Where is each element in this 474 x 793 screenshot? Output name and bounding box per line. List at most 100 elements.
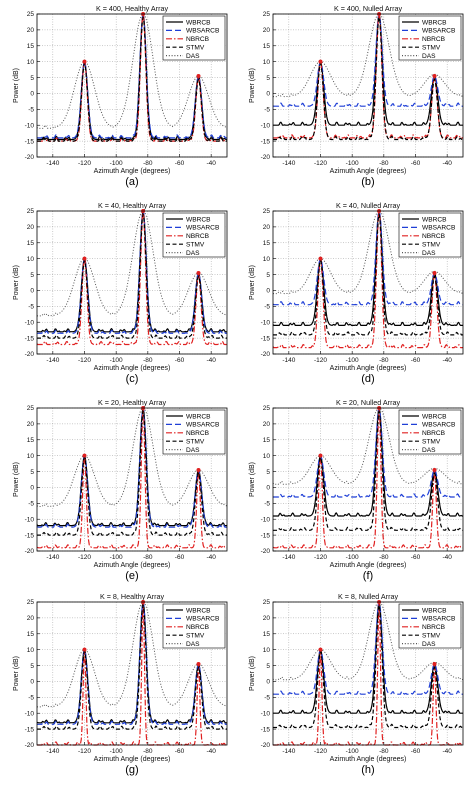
series-line-wbsarcb <box>272 210 463 306</box>
series-line-nbrcb <box>272 210 463 349</box>
peak-marker <box>318 647 323 652</box>
y-tick-label: 20 <box>27 27 35 34</box>
y-tick-label: 0 <box>266 679 270 686</box>
legend-entry-wbsarcb: WBSARCB <box>422 28 456 35</box>
series-line-wbsarcb <box>272 601 463 695</box>
y-tick-label: -10 <box>261 516 271 523</box>
plot-area-frame <box>272 601 464 746</box>
legend-box <box>162 212 226 258</box>
legend-entry-wbsarcb: WBSARCB <box>186 616 220 623</box>
chart-title: K = 400, Healthy Array <box>96 4 169 13</box>
legend-box <box>398 409 462 455</box>
legend-entry-wbrcb: WBRCB <box>186 413 211 420</box>
series-line-wbsarcb <box>273 407 463 498</box>
peak-marker <box>318 59 323 64</box>
x-tick-label: -80 <box>143 357 153 364</box>
y-tick-label: 25 <box>263 599 271 606</box>
series-line-wbsarcb <box>37 210 227 334</box>
x-axis-label: Azimuth Angle (degrees) <box>94 168 171 175</box>
legend-box <box>398 603 462 649</box>
x-axis-label: Azimuth Angle (degrees) <box>94 756 171 763</box>
x-tick-label: -120 <box>314 748 327 755</box>
x-tick-label: -60 <box>175 160 185 167</box>
y-tick-label: 15 <box>27 437 35 444</box>
peak-marker <box>432 661 437 666</box>
chart-title: K = 8, Nulled Array <box>338 592 399 601</box>
plot-area-frame <box>36 210 228 355</box>
y-tick-label: -10 <box>25 122 35 129</box>
x-tick-label: -140 <box>282 160 295 167</box>
series-line-wbsarcb <box>272 13 463 107</box>
y-tick-label: -15 <box>25 138 35 145</box>
peak-marker <box>432 467 437 472</box>
y-tick-label: -20 <box>25 742 35 749</box>
chart-title: K = 40, Nulled Array <box>336 201 401 210</box>
x-tick-label: -80 <box>379 160 389 167</box>
x-tick-label: -120 <box>78 554 91 561</box>
y-tick-label: 5 <box>266 75 270 82</box>
legend-entry-wbsarcb: WBSARCB <box>422 225 456 232</box>
series-line-stmv <box>37 213 227 339</box>
chart-panel-g: K = 8, Healthy Array-140 -120 -100 -80 -60 -4… <box>13 592 228 776</box>
chart-title: K = 20, Nulled Array <box>336 398 401 407</box>
x-tick-label: -100 <box>110 357 123 364</box>
legend-entry-nbrcb: NBRCB <box>422 624 446 631</box>
y-tick-label: -20 <box>25 351 35 358</box>
y-tick-label: 15 <box>263 437 271 444</box>
x-tick-label: -60 <box>411 357 421 364</box>
x-tick-label: -100 <box>346 357 359 364</box>
series-line-wbsarcb <box>37 601 227 725</box>
peak-marker <box>432 73 437 78</box>
legend-entry-das: DAS <box>422 250 436 257</box>
legend-entry-stmv: STMV <box>422 45 441 52</box>
y-axis-label: Power (dB) <box>13 265 20 300</box>
panel-label: (a) <box>125 176 138 188</box>
series-line-das <box>36 407 228 507</box>
x-tick-label: -100 <box>110 554 123 561</box>
x-tick-label: -100 <box>110 748 123 755</box>
series-line-nbrcb <box>273 13 463 139</box>
legend-entry-wbrcb: WBRCB <box>186 216 211 223</box>
y-tick-label: 15 <box>263 240 271 247</box>
y-tick-label: -15 <box>25 335 35 342</box>
peak-marker <box>196 73 201 78</box>
y-tick-label: 5 <box>30 272 34 279</box>
panel-label: (e) <box>125 570 138 582</box>
y-tick-label: -15 <box>261 138 271 145</box>
y-tick-label: 5 <box>30 75 34 82</box>
x-axis-label: Azimuth Angle (degrees) <box>330 562 407 569</box>
y-tick-label: -10 <box>261 710 271 717</box>
x-tick-label: -60 <box>411 160 421 167</box>
series-line-wbrcb <box>273 407 463 517</box>
series-line-stmv <box>273 16 463 141</box>
y-tick-label: -15 <box>25 532 35 539</box>
y-tick-label: 0 <box>30 91 34 98</box>
series-line-wbrcb <box>272 210 463 326</box>
chart-title: K = 40, Healthy Array <box>98 201 167 210</box>
chart-panel-f: K = 20, Nulled Array-140 -120 -100 -80 -60 -4… <box>249 398 464 582</box>
series-line-stmv <box>37 16 227 142</box>
x-axis-label: Azimuth Angle (degrees) <box>330 168 407 175</box>
y-tick-label: -20 <box>261 742 271 749</box>
x-tick-label: -60 <box>175 554 185 561</box>
x-axis-label: Azimuth Angle (degrees) <box>330 756 407 763</box>
y-tick-label: -20 <box>261 154 271 161</box>
legend-entry-wbrcb: WBRCB <box>422 19 447 26</box>
y-tick-label: -5 <box>264 695 270 702</box>
y-tick-label: 5 <box>266 272 270 279</box>
x-tick-label: -120 <box>78 748 91 755</box>
legend-entry-stmv: STMV <box>186 633 205 640</box>
y-tick-label: -10 <box>25 319 35 326</box>
y-tick-label: -20 <box>261 351 271 358</box>
x-tick-label: -60 <box>175 748 185 755</box>
legend-entry-das: DAS <box>422 447 436 454</box>
legend-entry-stmv: STMV <box>186 439 205 446</box>
x-tick-label: -60 <box>411 554 421 561</box>
y-tick-label: 20 <box>263 615 271 622</box>
legend-entry-nbrcb: NBRCB <box>186 233 210 240</box>
panel-label: (c) <box>126 373 139 385</box>
x-tick-label: -120 <box>314 357 327 364</box>
y-tick-label: 0 <box>266 288 270 295</box>
